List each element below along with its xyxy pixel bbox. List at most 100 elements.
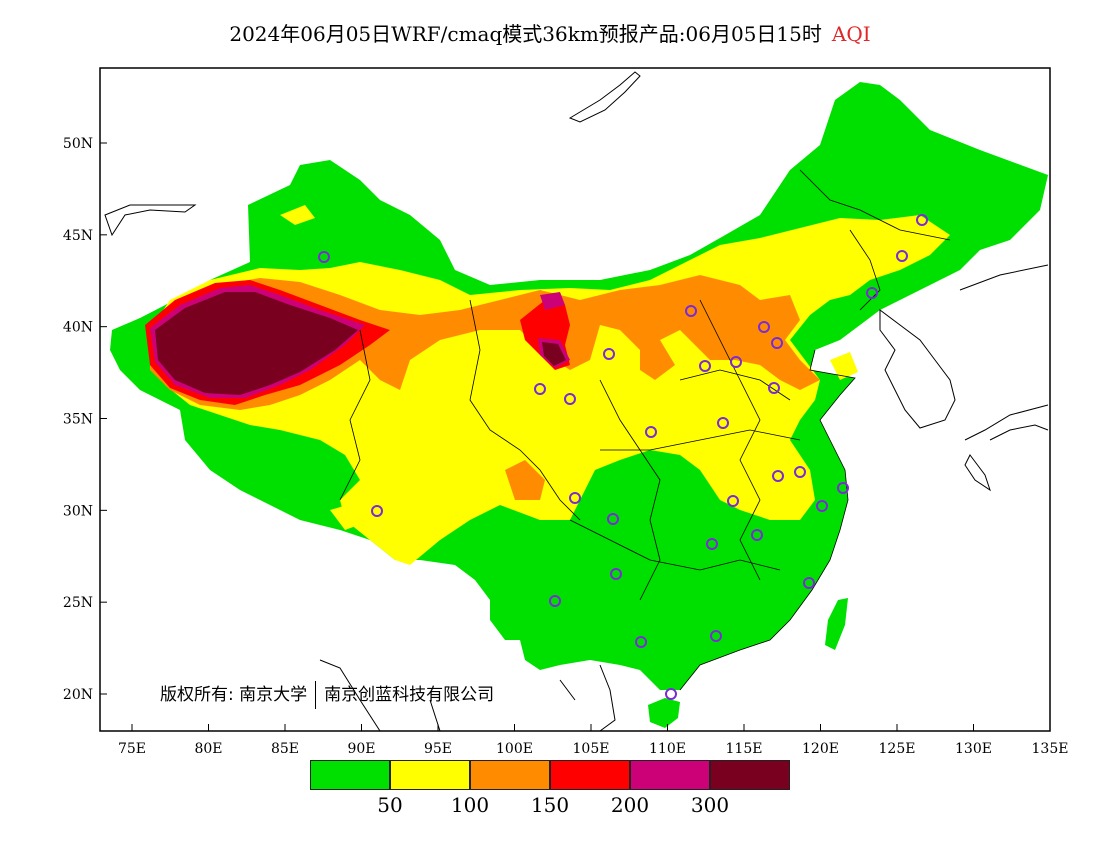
lat-label: 25N [63, 595, 93, 611]
copyright-right: 南京创蓝科技有限公司 [324, 685, 495, 705]
station-taiyuan [699, 360, 711, 372]
patch-5 [640, 340, 675, 380]
legend-colorbar [310, 760, 790, 792]
province-line-4 [699, 299, 761, 581]
legend-tick: 150 [530, 793, 570, 817]
station-changchun [896, 250, 908, 262]
title-variable: AQI [831, 22, 871, 46]
station-yinchuan [603, 348, 615, 360]
coast-japan [959, 264, 1049, 492]
map-title: 2024年06月05日WRF/cmaq模式36km预报产品:06月05日15时 A… [0, 18, 1100, 47]
longitude-axis: 75E 80E 85E 90E 95E 100E 105E 110E 115E 120E 125E 1… [118, 724, 1069, 757]
lon-label: 105E [573, 741, 610, 757]
patch-2 [330, 500, 372, 530]
latitude-axis: 50N 45N 40N 35N 30N 25N 20N [63, 136, 107, 703]
patch-3 [505, 460, 545, 500]
coast-caspian [104, 204, 197, 237]
station-nanjing [794, 466, 806, 478]
station-nanchang [751, 529, 763, 541]
patch-4 [830, 352, 858, 380]
lon-label: 75E [118, 741, 146, 757]
legend-tick-labels: 50 100 150 200 300 [310, 793, 790, 821]
station-chongqing [607, 513, 619, 525]
legend-swatch [390, 760, 470, 790]
lon-label: 125E [879, 741, 916, 757]
hainan-island [648, 698, 680, 728]
lon-label: 80E [194, 741, 222, 757]
copyright-divider [315, 681, 317, 709]
lat-label: 20N [63, 687, 93, 703]
lon-label: 110E [649, 741, 686, 757]
coast-vietnam [559, 664, 616, 731]
station-wuhan [727, 495, 739, 507]
legend-swatch [550, 760, 630, 790]
station-hefei [772, 470, 784, 482]
coastline [679, 349, 856, 691]
region-very-unhealthy-2 [540, 292, 565, 310]
map-frame [99, 67, 1051, 732]
region-hazardous-2 [542, 342, 566, 366]
lon-label: 90E [347, 741, 375, 757]
region-hazardous [155, 292, 358, 395]
station-hohhot [685, 305, 697, 317]
legend-swatch [630, 760, 710, 790]
station-nanning [635, 636, 647, 648]
station-shijiazhuang [730, 356, 742, 368]
coast-korea [879, 309, 956, 429]
lon-label: 135E [1032, 741, 1069, 757]
lon-label: 100E [496, 741, 533, 757]
province-line-8 [849, 229, 881, 311]
lat-label: 30N [63, 503, 93, 519]
province-line-9 [799, 169, 951, 241]
patch-1 [280, 205, 315, 225]
taiwan-island [825, 598, 848, 650]
province-line-2 [339, 329, 371, 501]
legend-tick: 100 [450, 793, 490, 817]
lat-label: 50N [63, 136, 93, 152]
station-xian [645, 426, 657, 438]
province-line-1 [469, 299, 581, 521]
station-guiyang [610, 568, 622, 580]
legend-tick: 50 [377, 793, 403, 817]
lat-label: 45N [63, 228, 93, 244]
station-beijing [758, 321, 770, 333]
province-line-3 [599, 379, 661, 601]
province-line-6 [600, 429, 801, 451]
station-hangzhou [816, 500, 828, 512]
lon-label: 85E [271, 741, 299, 757]
station-haikou [665, 688, 677, 700]
legend-swatch [310, 760, 390, 790]
station-lhasa [371, 505, 383, 517]
station-shanghai [837, 482, 849, 494]
station-changsha [706, 538, 718, 550]
boundary-lines [339, 169, 951, 691]
lon-label: 115E [726, 741, 763, 757]
coast-lake-baikal [568, 71, 641, 123]
lat-label: 35N [63, 412, 93, 428]
station-tianjin [771, 337, 783, 349]
station-harbin [916, 214, 928, 226]
neighbor-coastlines [104, 71, 1049, 731]
station-kunming [549, 595, 561, 607]
title-main: 2024年06月05日WRF/cmaq模式36km预报产品:06月05日15时 [229, 22, 822, 46]
lon-label: 120E [802, 741, 839, 757]
station-shenyang [866, 287, 878, 299]
province-line-7 [679, 369, 791, 401]
station-markers [318, 214, 928, 700]
station-xining [534, 383, 546, 395]
lon-label: 130E [955, 741, 992, 757]
copyright-left: 版权所有: 南京大学 [160, 685, 308, 705]
lat-label: 40N [63, 320, 93, 336]
station-fuzhou [803, 577, 815, 589]
legend-tick: 200 [610, 793, 650, 817]
map-content [104, 71, 1049, 731]
legend-swatch [470, 760, 550, 790]
station-jinan [768, 382, 780, 394]
legend-tick: 300 [690, 793, 730, 817]
station-guangzhou [710, 630, 722, 642]
station-lanzhou [564, 393, 576, 405]
province-line-5 [569, 519, 781, 571]
station-zhengzhou [717, 417, 729, 429]
lon-label: 95E [424, 741, 452, 757]
